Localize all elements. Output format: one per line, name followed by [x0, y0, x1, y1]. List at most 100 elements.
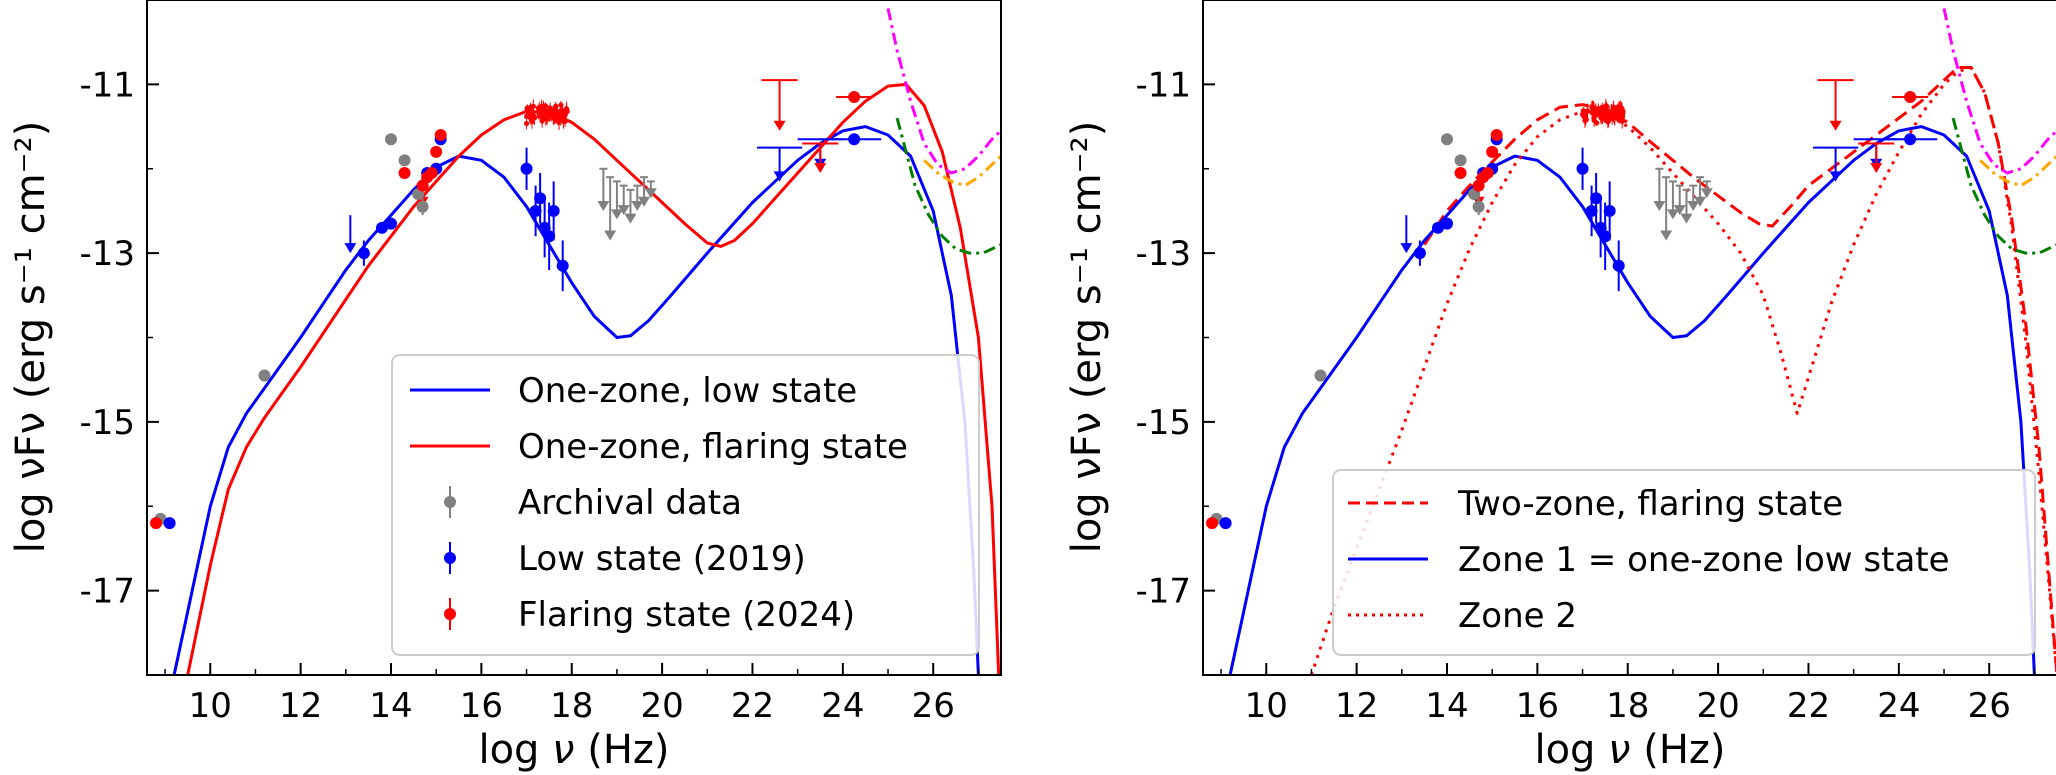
right-x-axis-label-symbol: ν: [1608, 727, 1630, 773]
low-data-point: [1441, 217, 1453, 230]
upper-limit-arrow: [1829, 120, 1842, 131]
gray-upper-limit: [1666, 209, 1679, 220]
gray-upper-limit: [1687, 200, 1700, 211]
gray-upper-limit: [631, 200, 644, 211]
gray-upper-limit: [597, 200, 610, 211]
right-xtick-label: 16: [1516, 686, 1559, 726]
flare-data-point: [1454, 166, 1467, 179]
left-legend-label-archival: Archival data: [518, 483, 742, 523]
gray-upper-limit: [1700, 188, 1713, 199]
low-data-point: [1413, 247, 1426, 260]
left-x-axis-label-post: (Hz): [575, 727, 670, 773]
series-line: [1309, 66, 2056, 675]
gray-upper-limit: [1653, 200, 1666, 211]
archival-data-point: [1454, 154, 1467, 167]
xray-point: [529, 119, 535, 125]
archival-data-point: [1472, 200, 1485, 213]
left-xtick-label: 12: [279, 686, 322, 726]
archival-data-point: [258, 369, 271, 382]
right-legend: Two-zone, flaring state Zone 1 = one-zon…: [1332, 469, 2036, 656]
low-data-point: [1612, 259, 1625, 272]
left-legend-label-flare-model: One-zone, flaring state: [518, 427, 908, 467]
right-ytick-label: -13: [1135, 234, 1191, 274]
series-line: [1942, 8, 2056, 175]
right-xtick-label: 18: [1606, 686, 1649, 726]
low-data-point: [1219, 517, 1232, 530]
archival-data-point: [385, 133, 397, 146]
right-legend-label-zone2: Zone 2: [1458, 596, 1577, 636]
xray-point: [1605, 118, 1612, 124]
flare-data-point: [1486, 145, 1499, 158]
right-xtick-label: 20: [1696, 686, 1739, 726]
low-data-point: [1431, 221, 1444, 234]
left-x-axis-label-pre: log: [478, 727, 552, 773]
right-ytick-label: -15: [1135, 403, 1191, 443]
right-legend-label-zone1: Zone 1 = one-zone low state: [1458, 540, 1950, 580]
upper-limit-arrow: [773, 120, 786, 131]
xray-point: [1589, 104, 1595, 110]
left-plot-area: [150, 8, 1001, 675]
xray-point: [556, 119, 562, 126]
archival-data-point: [398, 154, 411, 167]
gray-upper-limit: [638, 196, 651, 207]
right-legend-box: [1332, 469, 2036, 656]
xray-point: [523, 120, 530, 127]
low-data-point: [1590, 192, 1603, 205]
left-legend-swatch-archival: [444, 486, 456, 518]
left-legend: One-zone, low state One-zone, flaring st…: [391, 354, 980, 656]
left-legend-swatch-flare-data: [444, 598, 456, 630]
right-ytick-label: -11: [1135, 65, 1191, 105]
archival-data-point: [1314, 369, 1327, 382]
series-line: [923, 155, 1001, 188]
left-ytick-label: -15: [79, 403, 135, 443]
low-data-point: [1585, 204, 1598, 217]
gamma-point: [1904, 133, 1917, 146]
right-xtick-label: 26: [1968, 686, 2011, 726]
xray-point: [545, 113, 552, 120]
xray-point: [1594, 120, 1600, 126]
gray-upper-limit: [1673, 205, 1686, 216]
upper-limit-arrow: [1829, 171, 1842, 182]
gray-upper-limit: [1660, 230, 1673, 241]
low-data-point: [1599, 230, 1612, 243]
series-line: [886, 8, 1001, 175]
low-data-point: [1576, 162, 1589, 175]
right-xtick-label: 12: [1335, 686, 1378, 726]
xray-point: [1583, 117, 1589, 123]
xray-point: [559, 107, 565, 113]
upper-limit-arrow: [344, 243, 357, 254]
left-ytick-label: -11: [79, 65, 135, 105]
left-panel: 10 12 14 16 18 20 22 24 26 -11 -13 -15 -17 log ν (Hz…: [8, 0, 1002, 773]
left-xtick-label: 16: [460, 686, 503, 726]
low-data-point: [543, 230, 556, 243]
low-data-point: [520, 162, 533, 175]
left-x-axis-label-symbol: ν: [552, 727, 574, 773]
upper-limit-arrow: [814, 162, 827, 173]
series-line: [895, 117, 1001, 255]
gray-upper-limit: [624, 213, 637, 224]
gray-upper-limit: [1694, 196, 1707, 207]
gamma-point: [1904, 91, 1917, 104]
right-ytick-label: -17: [1135, 572, 1191, 612]
low-data-point: [163, 517, 176, 530]
right-x-axis-label-post: (Hz): [1631, 727, 1726, 773]
gray-upper-limit: [610, 209, 623, 220]
flare-data-point: [398, 166, 411, 179]
right-x-axis-label: log ν (Hz): [1534, 727, 1725, 773]
low-data-point: [547, 204, 560, 217]
left-xtick-label: 20: [640, 686, 683, 726]
xray-point: [563, 106, 570, 112]
left-x-axis-label: log ν (Hz): [478, 727, 669, 773]
low-data-point: [385, 217, 397, 230]
low-data-point: [357, 247, 370, 260]
gray-upper-limit: [617, 205, 630, 216]
left-xtick-label: 18: [550, 686, 593, 726]
low-data-point: [375, 221, 388, 234]
upper-limit-arrow: [1870, 162, 1883, 173]
xray-point: [531, 115, 538, 121]
xray-point: [526, 112, 533, 118]
right-xtick-label: 22: [1787, 686, 1830, 726]
gray-upper-limit: [604, 230, 617, 241]
left-xtick-label: 10: [189, 686, 232, 726]
xray-point: [539, 103, 545, 110]
